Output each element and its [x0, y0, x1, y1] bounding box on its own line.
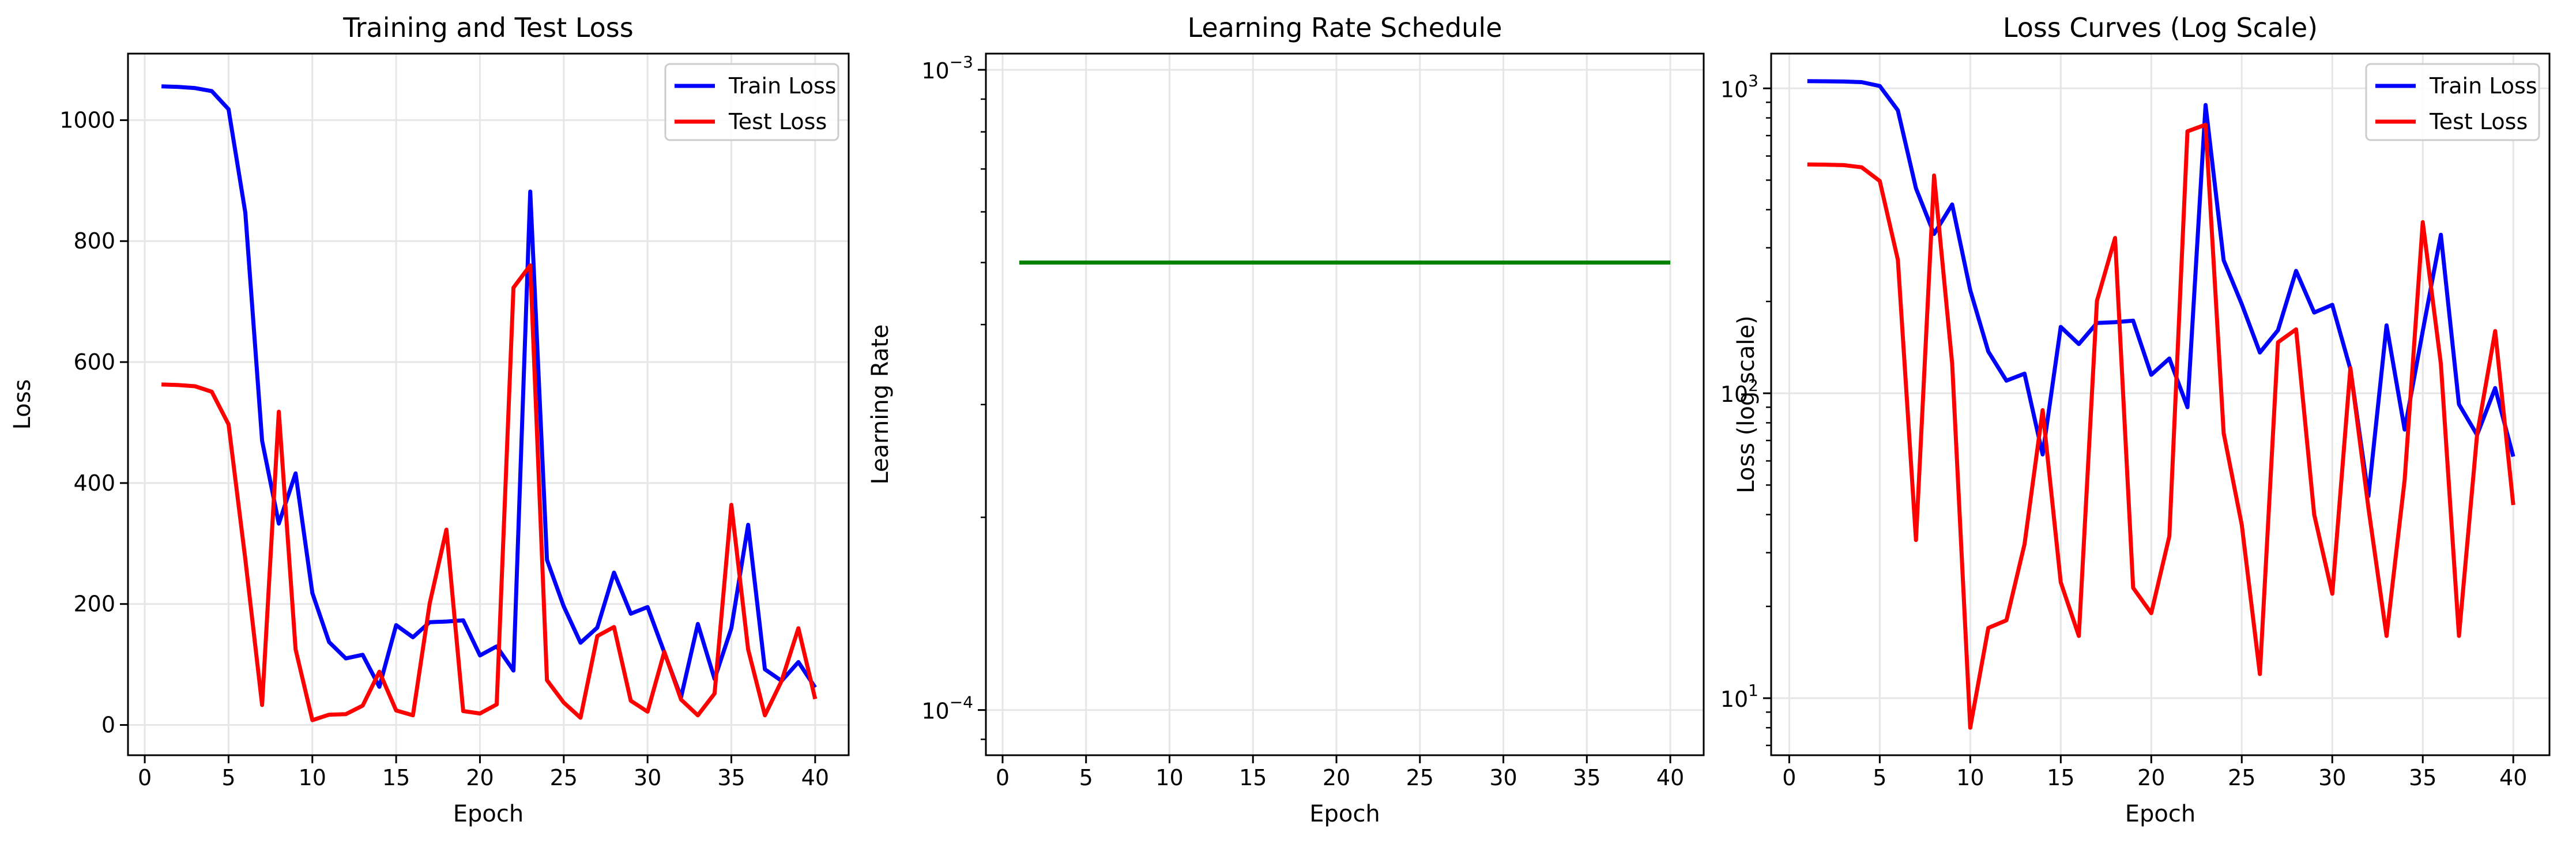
chart-panel-2: 0 5 10 15 20 25 30 35 40 10−4 10−3 Learning Rate Sc…	[867, 12, 1705, 827]
x-axis-label: Epoch	[1309, 801, 1380, 827]
x-tick-label: 20	[466, 765, 494, 790]
x-tick-label: 15	[382, 765, 410, 790]
legend: Train Loss Test Loss	[664, 63, 839, 141]
legend-label: Test Loss	[728, 109, 827, 134]
x-tick-label: 10	[1956, 765, 1984, 790]
x-tick-label: 30	[1489, 765, 1517, 790]
y-tick-label: 200	[73, 591, 115, 617]
x-tick-label: 10	[1155, 765, 1183, 790]
grid	[1771, 54, 2549, 755]
series-line-test-loss	[1807, 122, 2515, 730]
series-line-train-loss	[161, 84, 817, 699]
x-tick-label: 20	[1323, 765, 1350, 790]
y-axis-label: Loss	[9, 379, 36, 430]
y-tick-label: 10−4	[921, 693, 973, 724]
y-tick-label: 101	[1720, 681, 1758, 712]
x-tick-label: 0	[138, 765, 152, 790]
x-tick-label: 25	[2228, 765, 2255, 790]
x-tick-label: 10	[299, 765, 326, 790]
chart-panel-3: 0 5 10 15 20 25 30 35 40 101 102 103 Loss Curves (Lo…	[1720, 12, 2551, 827]
y-tick-label: 102	[1720, 376, 1758, 407]
x-tick-label: 5	[1873, 765, 1886, 790]
x-tick-label: 40	[801, 765, 829, 790]
x-tick-label: 35	[717, 765, 745, 790]
x-tick-label: 40	[1656, 765, 1684, 790]
legend-label: Train Loss	[728, 73, 837, 99]
grid	[986, 54, 1704, 755]
y-axis-label: Learning Rate	[867, 324, 894, 484]
axes-frame	[985, 52, 1705, 756]
grid	[128, 54, 849, 755]
y-tick-label: 103	[1720, 71, 1758, 102]
chart-panel-1: 0 5 10 15 20 25 30 35 4002004006008001000Trainin…	[9, 12, 850, 827]
y-tick-label: 10−3	[921, 52, 973, 84]
axes-frame	[127, 52, 850, 756]
legend-label: Train Loss	[2429, 73, 2537, 99]
chart-title: Loss Curves (Log Scale)	[2003, 12, 2318, 43]
y-tick-label: 600	[73, 349, 115, 375]
chart-title: Learning Rate Schedule	[1188, 12, 1502, 43]
x-tick-label: 25	[1406, 765, 1434, 790]
series-line-train-loss	[1807, 79, 2515, 498]
series-line-test-loss	[161, 263, 818, 722]
x-tick-label: 20	[2137, 765, 2165, 790]
y-axis-label: Loss (log scale)	[1733, 315, 1760, 493]
x-tick-label: 30	[634, 765, 661, 790]
x-axis-label: Epoch	[453, 801, 524, 827]
y-tick-label: 400	[73, 470, 115, 496]
x-tick-label: 0	[996, 765, 1010, 790]
legend-label: Test Loss	[2429, 109, 2528, 134]
x-tick-label: 5	[1079, 765, 1093, 790]
y-tick-label: 800	[73, 228, 115, 254]
x-axis-label: Epoch	[2125, 801, 2195, 827]
y-tick-label: 0	[101, 713, 115, 738]
x-tick-label: 5	[221, 765, 235, 790]
x-tick-label: 35	[2409, 765, 2436, 790]
x-tick-label: 25	[550, 765, 578, 790]
legend: Train Loss Test Loss	[2365, 63, 2540, 141]
chart-title: Training and Test Loss	[342, 12, 633, 43]
axes-frame	[1770, 52, 2551, 756]
y-tick-label: 1000	[59, 107, 115, 133]
x-tick-label: 40	[2499, 765, 2527, 790]
x-tick-label: 15	[2047, 765, 2074, 790]
x-tick-label: 15	[1239, 765, 1267, 790]
x-tick-label: 35	[1573, 765, 1600, 790]
x-tick-label: 30	[2318, 765, 2346, 790]
x-tick-label: 0	[1782, 765, 1796, 790]
